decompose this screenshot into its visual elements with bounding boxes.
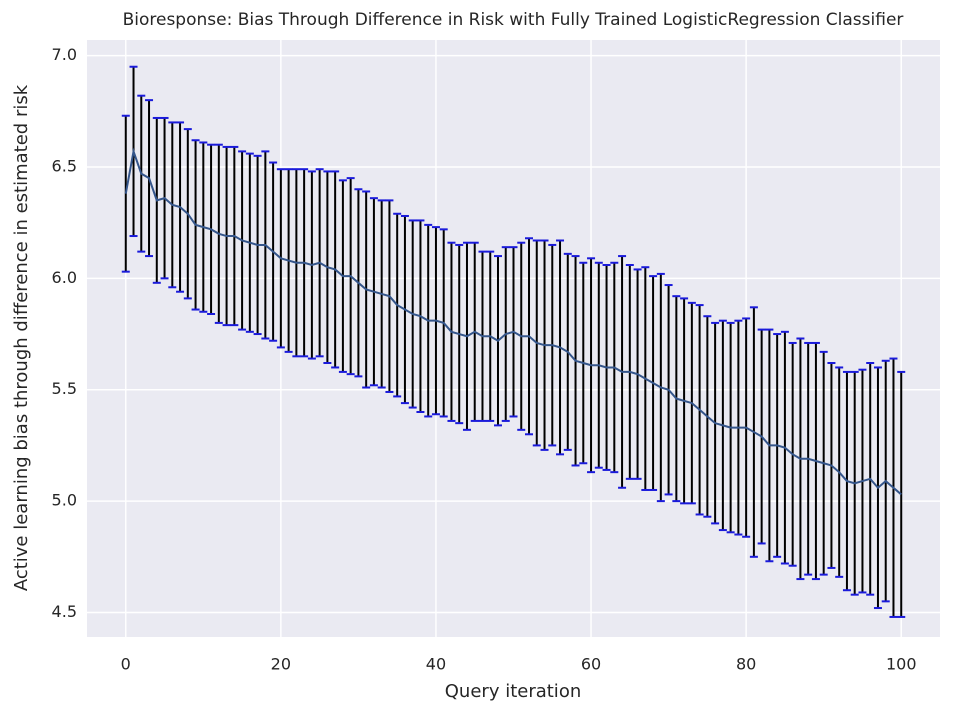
x-tick-label: 40 — [426, 655, 446, 674]
x-axis-label: Query iteration — [445, 681, 581, 702]
x-tick-label: 100 — [886, 655, 917, 674]
x-tick-label: 20 — [271, 655, 291, 674]
x-tick-label: 60 — [581, 655, 601, 674]
chart-title: Bioresponse: Bias Through Difference in … — [123, 10, 904, 30]
y-tick-label: 4.5 — [52, 602, 77, 621]
mean-line — [124, 147, 902, 496]
y-tick-label: 6.5 — [52, 156, 77, 175]
y-axis-label: Active learning bias through difference … — [11, 84, 32, 591]
x-tick-label: 0 — [121, 655, 131, 674]
y-tick-label: 6.0 — [52, 268, 77, 287]
y-tick-label: 5.5 — [52, 379, 77, 398]
y-tick-label: 7.0 — [52, 45, 77, 64]
x-tick-label: 80 — [736, 655, 756, 674]
y-tick-label: 5.0 — [52, 491, 77, 510]
